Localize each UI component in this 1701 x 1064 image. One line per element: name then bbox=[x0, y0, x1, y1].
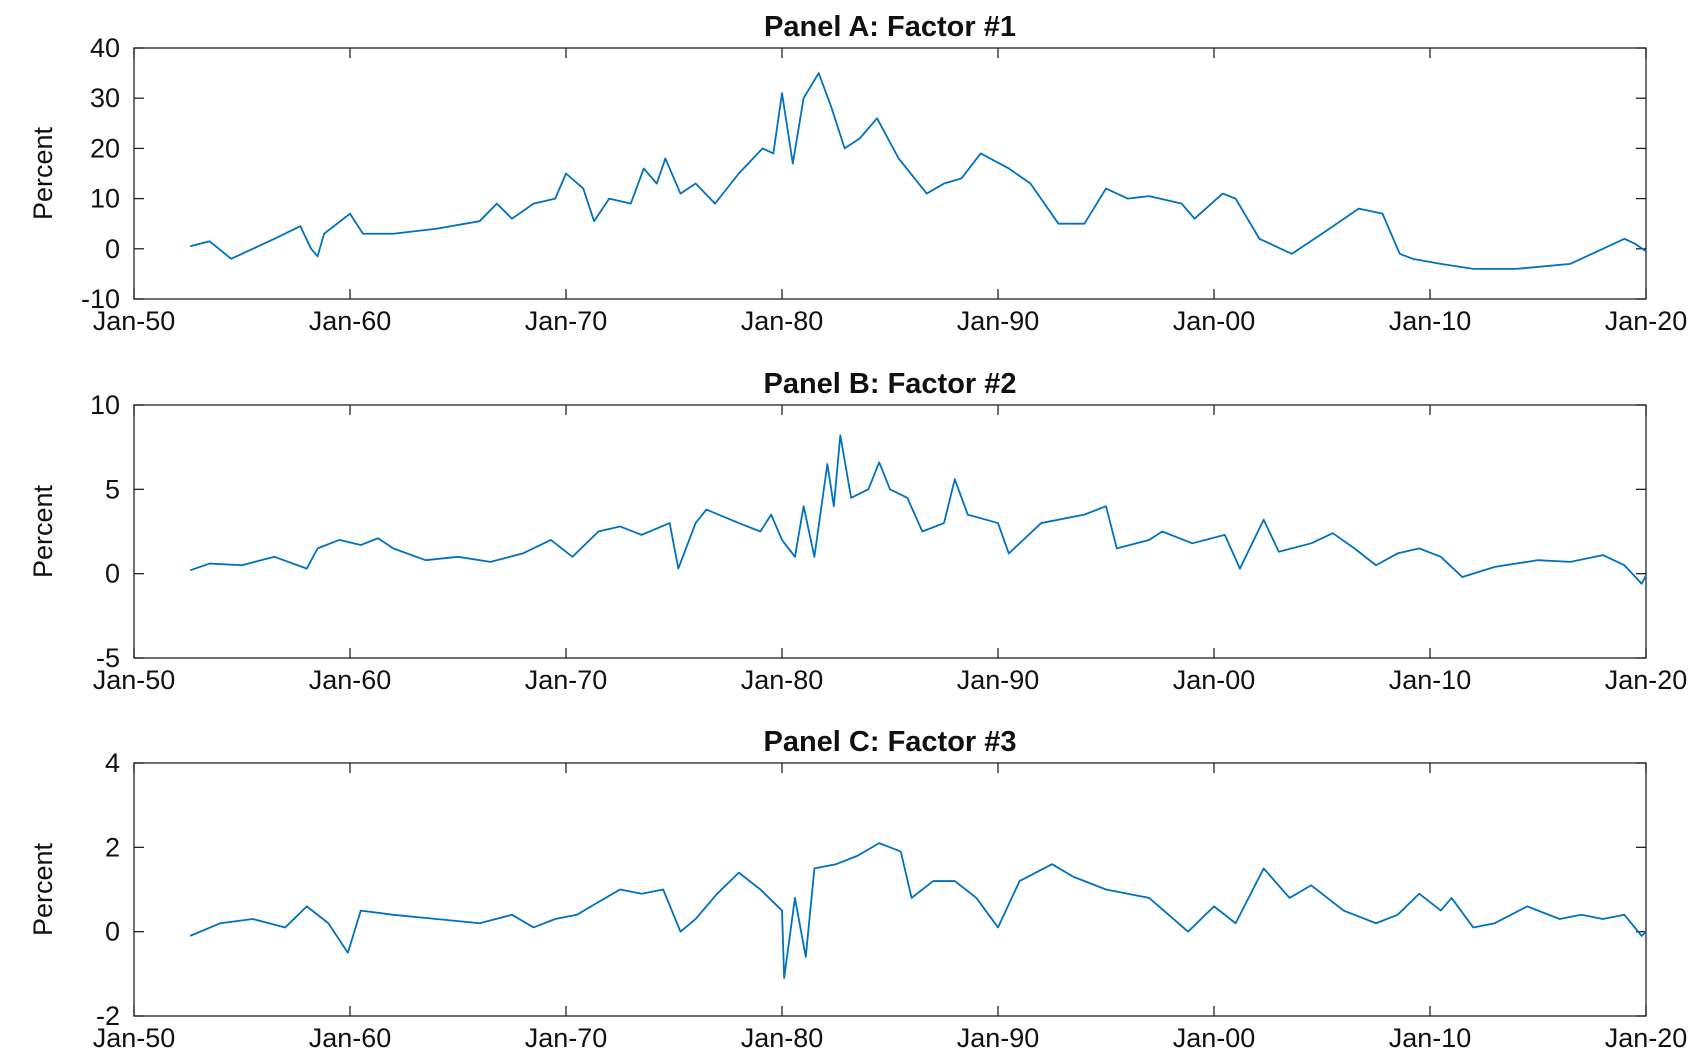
data-line bbox=[189, 434, 1647, 585]
y-tick-label: 0 bbox=[105, 234, 120, 264]
x-tick-label: Jan-10 bbox=[1389, 665, 1472, 695]
y-axis-label: Percent bbox=[28, 126, 58, 220]
x-tick-label: Jan-50 bbox=[93, 306, 176, 336]
data-line bbox=[189, 72, 1647, 270]
y-tick-label: 0 bbox=[105, 559, 120, 589]
y-tick-label: 40 bbox=[90, 33, 120, 63]
x-tick-label: Jan-20 bbox=[1605, 306, 1688, 336]
x-tick-label: Jan-90 bbox=[957, 306, 1040, 336]
x-tick-label: Jan-80 bbox=[741, 1023, 824, 1053]
x-tick-label: Jan-80 bbox=[741, 665, 824, 695]
y-tick-label: 2 bbox=[105, 832, 120, 862]
y-tick-label: 10 bbox=[90, 184, 120, 214]
x-tick-label: Jan-60 bbox=[309, 1023, 392, 1053]
x-tick-label: Jan-00 bbox=[1173, 665, 1256, 695]
x-tick-label: Jan-50 bbox=[93, 1023, 176, 1053]
y-axis-label: Percent bbox=[28, 842, 58, 936]
y-tick-label: 30 bbox=[90, 83, 120, 113]
y-tick-label: 5 bbox=[105, 474, 120, 504]
y-axis-label: Percent bbox=[28, 484, 58, 578]
data-line bbox=[189, 842, 1647, 979]
x-tick-label: Jan-70 bbox=[525, 665, 608, 695]
x-tick-label: Jan-60 bbox=[309, 665, 392, 695]
plot-frame bbox=[133, 404, 1647, 659]
x-tick-label: Jan-50 bbox=[93, 665, 176, 695]
y-tick-label: 0 bbox=[105, 917, 120, 947]
x-tick-label: Jan-60 bbox=[309, 306, 392, 336]
plot-frame bbox=[133, 47, 1647, 300]
x-tick-label: Jan-20 bbox=[1605, 1023, 1688, 1053]
y-tick-label: 10 bbox=[90, 390, 120, 420]
chart-title: Panel A: Factor #1 bbox=[764, 11, 1016, 43]
x-tick-label: Jan-10 bbox=[1389, 306, 1472, 336]
x-tick-label: Jan-80 bbox=[741, 306, 824, 336]
y-tick-label: -5 bbox=[96, 643, 120, 673]
y-tick-label: -10 bbox=[81, 284, 120, 314]
x-tick-label: Jan-00 bbox=[1173, 1023, 1256, 1053]
x-tick-label: Jan-90 bbox=[957, 1023, 1040, 1053]
x-tick-label: Jan-20 bbox=[1605, 665, 1688, 695]
x-tick-label: Jan-00 bbox=[1173, 306, 1256, 336]
chart-title: Panel C: Factor #3 bbox=[763, 726, 1016, 758]
x-tick-label: Jan-90 bbox=[957, 665, 1040, 695]
y-tick-label: -2 bbox=[96, 1001, 120, 1031]
y-tick-label: 4 bbox=[105, 748, 120, 778]
plot-frame bbox=[133, 762, 1647, 1017]
x-tick-label: Jan-10 bbox=[1389, 1023, 1472, 1053]
y-tick-label: 20 bbox=[90, 133, 120, 163]
x-tick-label: Jan-70 bbox=[525, 1023, 608, 1053]
chart-title: Panel B: Factor #2 bbox=[763, 368, 1016, 400]
x-tick-label: Jan-70 bbox=[525, 306, 608, 336]
